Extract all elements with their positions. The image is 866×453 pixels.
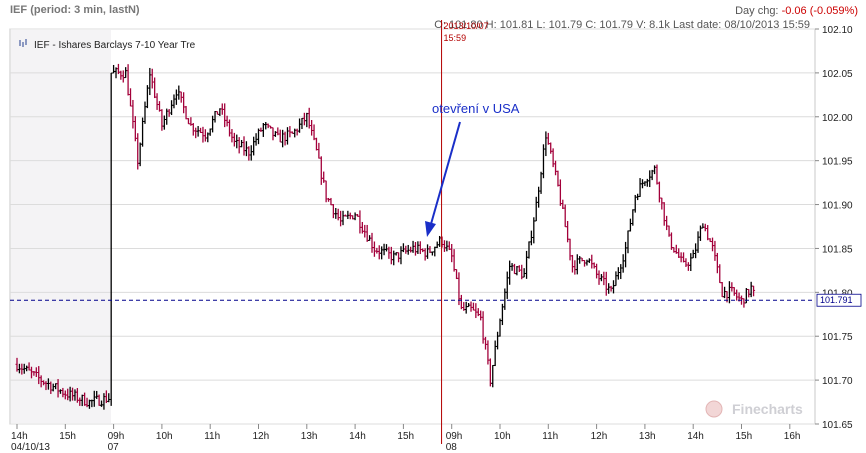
x-tick-label: 14h xyxy=(687,431,704,442)
x-tick-label: 10h xyxy=(156,431,173,442)
x-tick-sublabel: 07 xyxy=(108,442,120,453)
annotation-arrow xyxy=(430,121,461,225)
watermark-text: Finecharts xyxy=(732,401,803,417)
x-tick-label: 11h xyxy=(204,431,220,442)
y-tick-label: 102.00 xyxy=(822,113,853,124)
x-tick-label: 09h xyxy=(108,431,125,442)
legend-label: IEF - Ishares Barclays 7-10 Year Tre xyxy=(34,40,196,51)
x-tick-label: 09h xyxy=(446,431,463,442)
period-label: (period: 3 min, lastN) xyxy=(30,4,140,16)
plot-area xyxy=(9,28,816,425)
y-tick-label: 101.65 xyxy=(822,420,853,431)
chart-series-icon xyxy=(19,39,27,47)
x-tick-label: 15h xyxy=(59,431,76,442)
x-tick-label: 11h xyxy=(542,431,558,442)
x-tick-label: 16h xyxy=(784,431,801,442)
x-tick-label: 15h xyxy=(736,431,753,442)
y-tick-label: 101.75 xyxy=(822,332,853,343)
y-tick-label: 101.95 xyxy=(822,157,853,168)
day-change: Day chg: -0.06 (-0.059%) xyxy=(735,5,858,17)
ohlc-readout: O: 101.80 H: 101.81 L: 101.79 C: 101.79 … xyxy=(434,19,810,31)
y-tick-label: 101.70 xyxy=(822,376,853,387)
x-tick-label: 14h xyxy=(349,431,366,442)
watermark: Finecharts xyxy=(705,400,803,418)
day-change-label: Day chg: xyxy=(735,5,779,17)
y-tick-label: 101.90 xyxy=(822,201,853,212)
annotation-arrowhead xyxy=(425,221,436,237)
day-change-value: -0.06 (-0.059%) xyxy=(781,5,858,17)
x-tick-label: 15h xyxy=(397,431,414,442)
last-price-box xyxy=(816,293,862,307)
x-tick-label: 12h xyxy=(591,431,608,442)
x-tick-sublabel: 04/10/13 xyxy=(11,442,50,453)
x-tick-sublabel: 08 xyxy=(446,442,458,453)
cursor-time-label: 15:59 xyxy=(444,33,467,43)
x-tick-label: 14h xyxy=(11,431,28,442)
last-price-label: 101.791 xyxy=(820,295,853,305)
y-axis: 102.10 102.05 102.00 101.95 101.90 101.85 101.… xyxy=(815,25,853,431)
finecharts-logo-icon xyxy=(705,400,723,418)
y-tick-label: 102.10 xyxy=(822,25,853,36)
x-tick-label: 13h xyxy=(639,431,656,442)
legend: IEF - Ishares Barclays 7-10 Year Tre xyxy=(19,39,196,51)
y-tick-label: 101.85 xyxy=(822,244,853,255)
ohlc-bars xyxy=(15,63,756,410)
symbol-label: IEF xyxy=(10,4,28,16)
cursor-date-label: 2013/10/07 xyxy=(444,21,489,31)
annotation-text: otevření v USA xyxy=(432,101,520,116)
x-tick-label: 13h xyxy=(301,431,318,442)
x-tick-label: 12h xyxy=(253,431,270,442)
y-tick-label: 102.05 xyxy=(822,69,853,80)
closed-session-shade xyxy=(11,30,111,423)
x-tick-label: 10h xyxy=(494,431,511,442)
chart-header-title: IEF (period: 3 min, lastN) xyxy=(10,4,140,16)
